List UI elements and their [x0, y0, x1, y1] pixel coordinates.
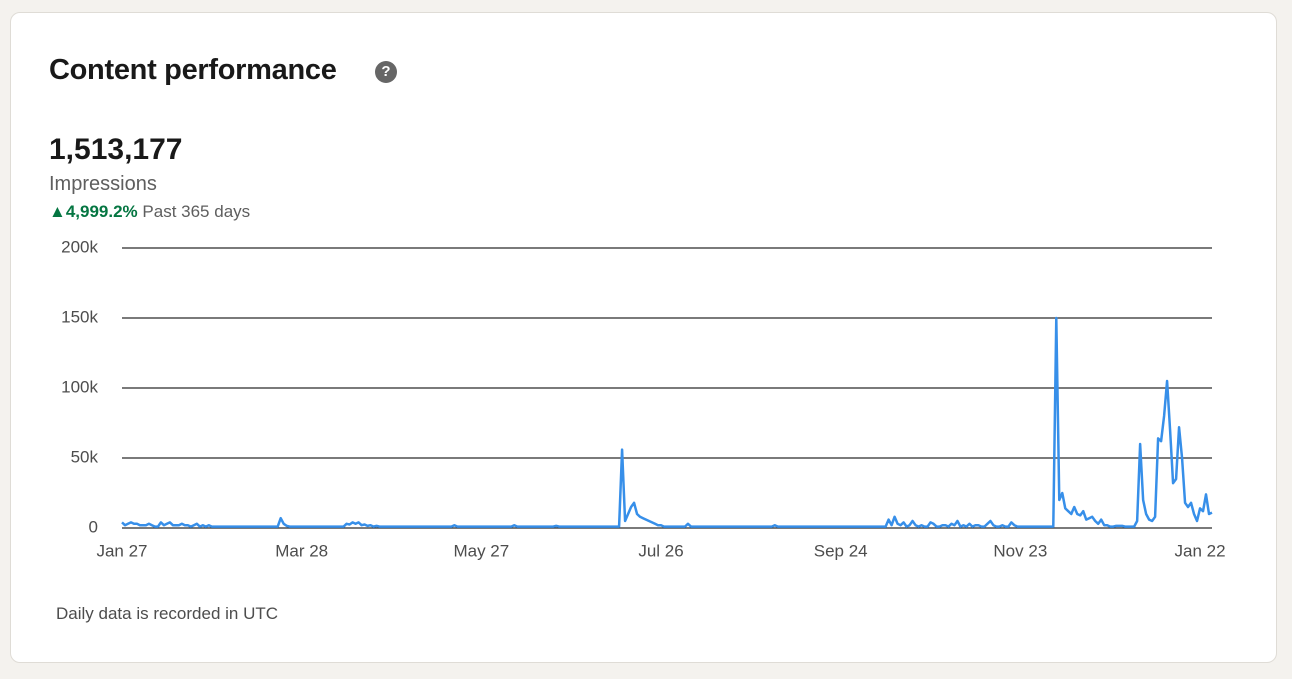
- x-tick-label: May 27: [453, 541, 509, 560]
- x-tick-label: Mar 28: [275, 541, 328, 560]
- y-tick-label: 200k: [61, 237, 98, 256]
- footer-note: Daily data is recorded in UTC: [56, 604, 279, 623]
- x-tick-label: Jan 22: [1174, 541, 1225, 560]
- x-tick-label: Jul 26: [638, 541, 683, 560]
- up-arrow: ▲: [49, 202, 66, 221]
- x-tick-label: Jan 27: [96, 541, 147, 560]
- x-tick-label: Nov 23: [993, 541, 1047, 560]
- y-tick-label: 50k: [71, 447, 99, 466]
- card-title: Content performance: [49, 54, 337, 86]
- metric-label: Impressions: [49, 173, 157, 195]
- x-tick-label: Sep 24: [814, 541, 868, 560]
- change-row: ▲4,999.2% Past 365 days: [49, 202, 250, 222]
- y-tick-label: 100k: [61, 377, 98, 396]
- metric-value: 1,513,177: [49, 133, 183, 166]
- impressions-line: [121, 316, 1213, 528]
- y-tick-label: 150k: [61, 307, 98, 326]
- period: Past 365 days: [142, 202, 251, 221]
- help-icon[interactable]: ?: [375, 61, 397, 83]
- y-tick-label: 0: [89, 517, 98, 536]
- change-value: 4,999.2%: [65, 202, 138, 221]
- card: [10, 12, 1277, 663]
